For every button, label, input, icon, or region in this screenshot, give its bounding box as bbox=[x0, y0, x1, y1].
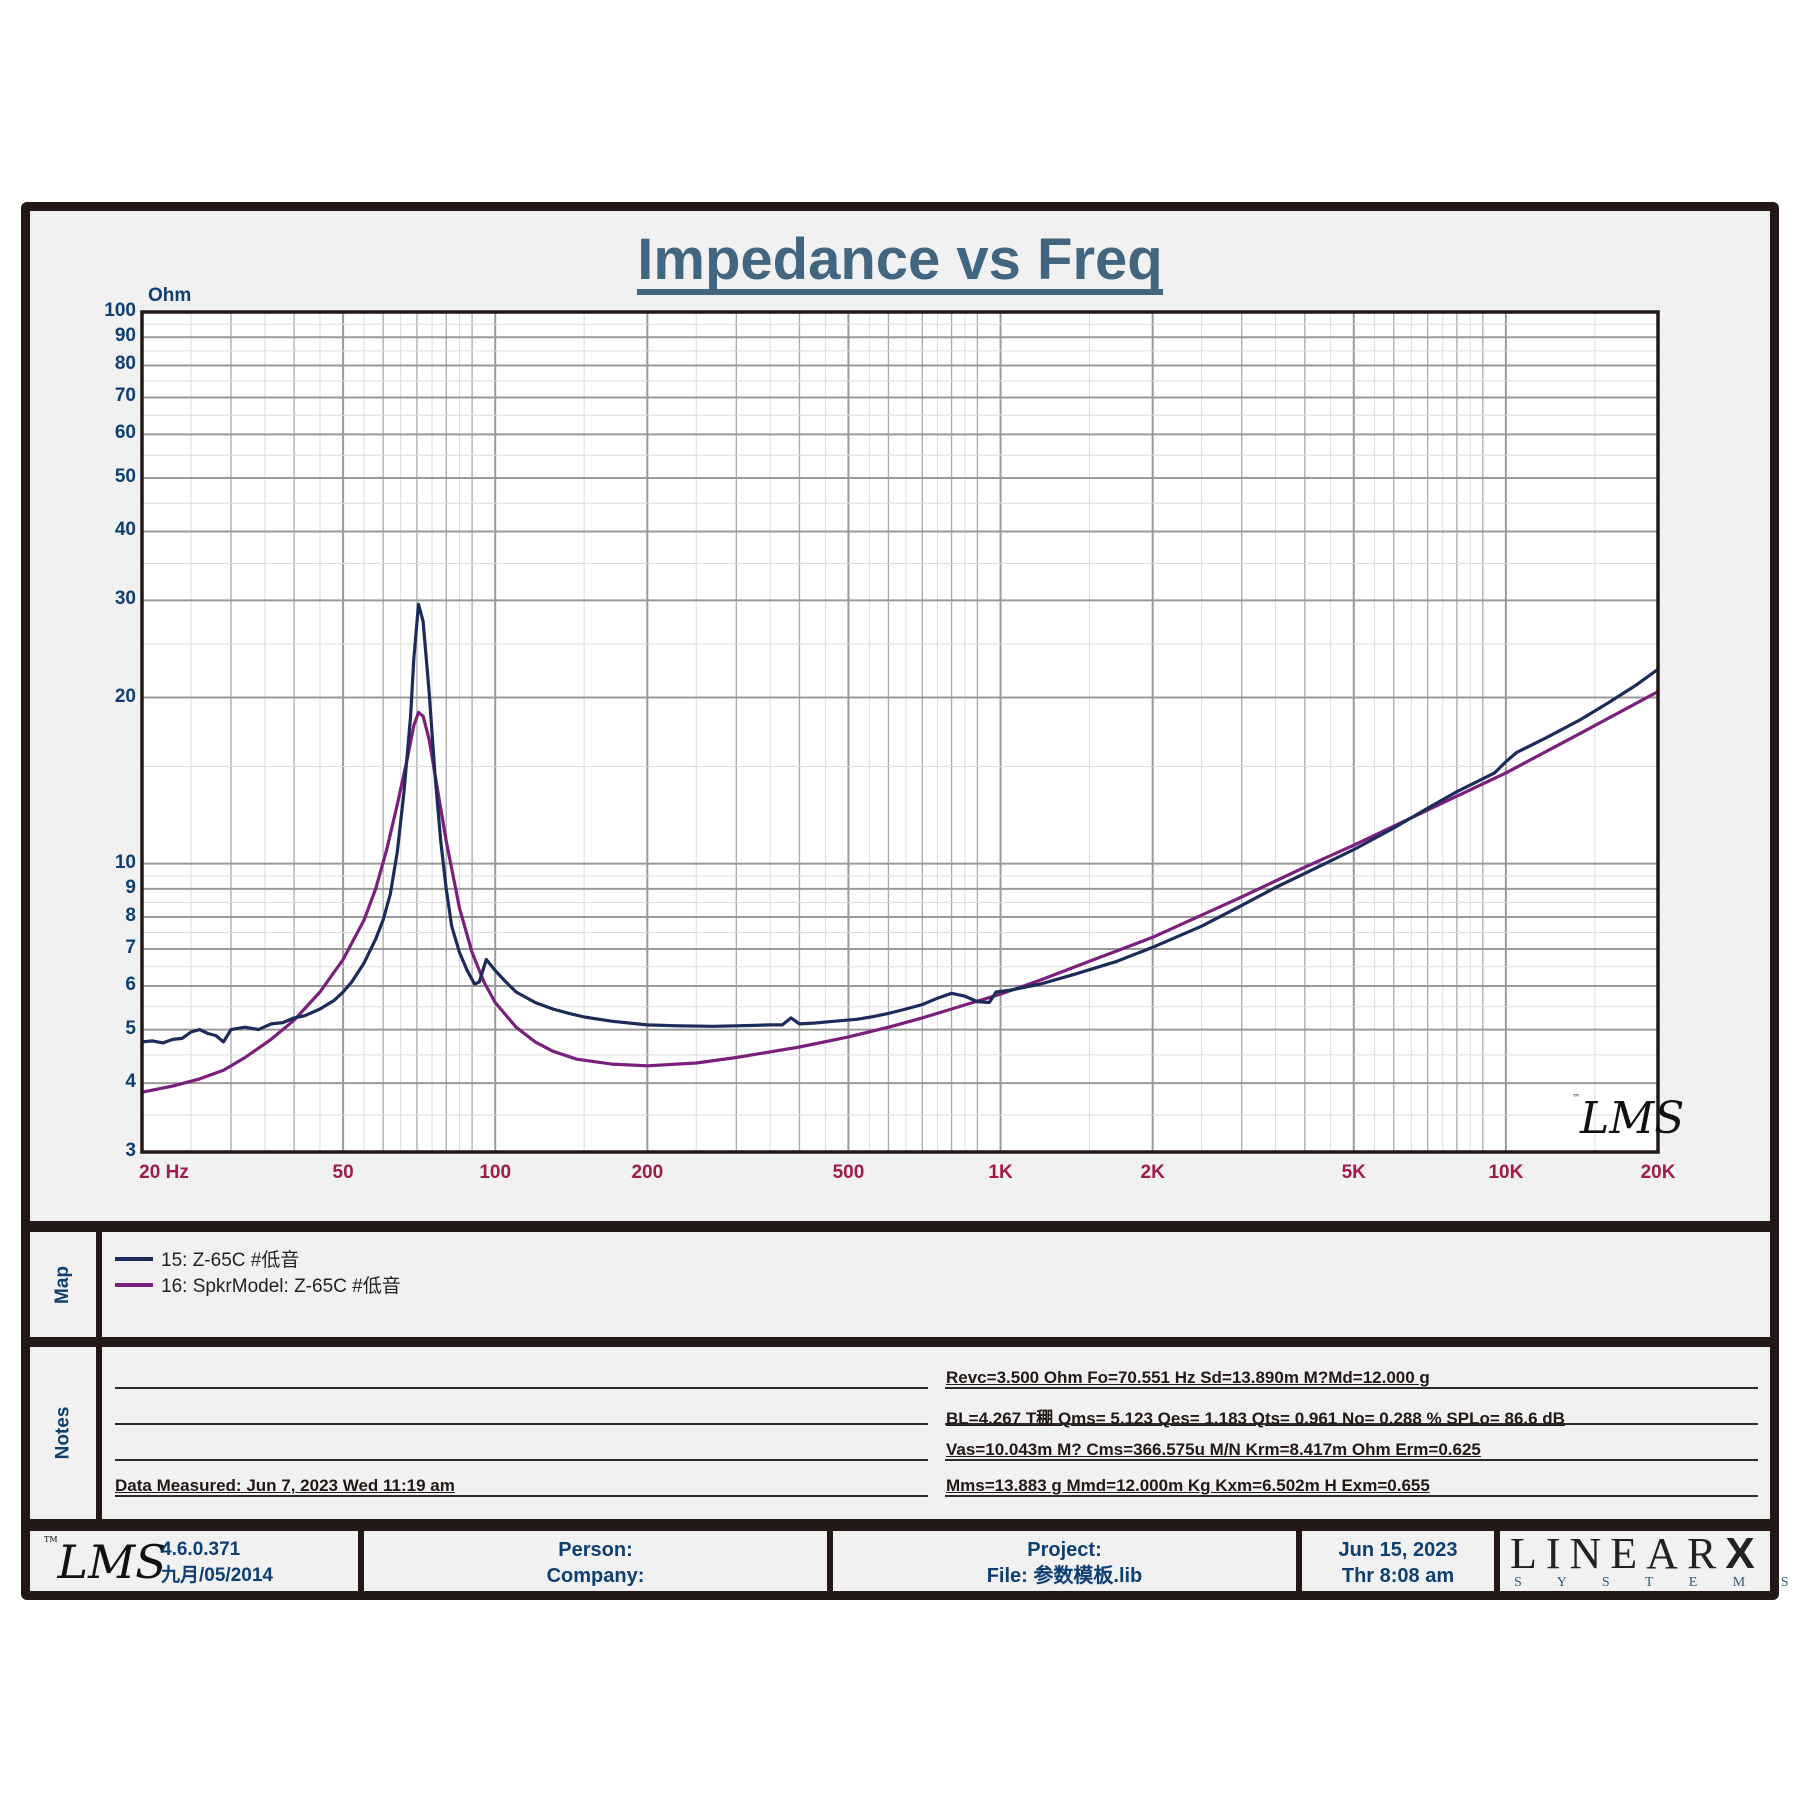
project-label: Project: bbox=[1027, 1539, 1102, 1561]
notes-label-cell bbox=[30, 1347, 96, 1519]
x-tick-label: 1K bbox=[988, 1162, 1013, 1183]
linearx-logo: LINEARX bbox=[1510, 1529, 1755, 1578]
legend-label-measured: 15: Z-65C #低音 bbox=[161, 1250, 300, 1271]
file-label: File: 参数模板.lib bbox=[986, 1565, 1143, 1587]
y-tick-label: 10 bbox=[114, 851, 136, 873]
y-tick-label: 70 bbox=[114, 385, 136, 407]
y-tick-label: 3 bbox=[125, 1140, 136, 1161]
params-bl-q: BL=4.267 T稝 Qms= 5.123 Qes= 1.183 Qts= 0… bbox=[946, 1409, 1565, 1428]
x-tick-label: 20K bbox=[1640, 1162, 1676, 1183]
software-build-date: 九月/05/2014 bbox=[161, 1565, 273, 1586]
footer-brand-cell: LINEARX S Y S T E M S bbox=[1500, 1529, 1788, 1591]
y-tick-label: 7 bbox=[125, 937, 136, 959]
y-tick-label: 100 bbox=[104, 300, 136, 321]
footer-date-cell: Jun 15, 2023 Thr 8:08 am bbox=[1302, 1531, 1494, 1591]
notes-label: Notes bbox=[51, 1406, 73, 1460]
x-tick-label: 50 bbox=[332, 1162, 354, 1183]
y-tick-label: 8 bbox=[125, 905, 136, 927]
x-tick-label: 5K bbox=[1341, 1162, 1366, 1183]
y-tick-label: 60 bbox=[114, 422, 136, 444]
params-revc-fo: Revc=3.500 Ohm Fo=70.551 Hz Sd=13.890m M… bbox=[946, 1368, 1430, 1387]
report-time: Thr 8:08 am bbox=[1341, 1565, 1455, 1587]
y-tick-label: 9 bbox=[125, 876, 136, 898]
legend-label-model: 16: SpkrModel: Z-65C #低音 bbox=[161, 1276, 401, 1297]
note-line-2 bbox=[115, 1423, 928, 1425]
x-tick-label: 100 bbox=[479, 1162, 512, 1183]
report-date: Jun 15, 2023 bbox=[1338, 1539, 1458, 1561]
footer-person-cell: Person: Company: bbox=[364, 1531, 827, 1591]
software-version: 4.6.0.371 bbox=[161, 1539, 241, 1560]
notes-content-cell bbox=[102, 1347, 1770, 1519]
y-tick-label: 50 bbox=[114, 466, 136, 488]
param-line-1 bbox=[945, 1387, 1758, 1389]
x-tick-label: 500 bbox=[832, 1162, 865, 1183]
legend-swatch-measured bbox=[115, 1256, 153, 1261]
param-line-4 bbox=[945, 1495, 1758, 1497]
chart-title: Impedance vs Freq bbox=[0, 226, 1800, 295]
params-vas-cms: Vas=10.043m M? Cms=366.575u M/N Krm=8.41… bbox=[946, 1440, 1481, 1459]
chart-title-text: Impedance vs Freq bbox=[637, 231, 1163, 295]
param-line-3 bbox=[945, 1459, 1758, 1461]
linearx-systems: S Y S T E M S bbox=[1514, 1575, 1800, 1590]
x-tick-label: 200 bbox=[631, 1162, 664, 1183]
y-tick-label: 80 bbox=[114, 353, 136, 375]
y-tick-label: 4 bbox=[125, 1071, 136, 1093]
x-tick-label: 2K bbox=[1140, 1162, 1165, 1183]
param-line-2 bbox=[945, 1423, 1758, 1425]
person-label: Person: bbox=[558, 1539, 633, 1561]
note-line-3 bbox=[115, 1459, 928, 1461]
map-label: Map bbox=[52, 1265, 73, 1304]
map-content-cell bbox=[102, 1232, 1770, 1337]
data-measured-note: Data Measured: Jun 7, 2023 Wed 11:19 am bbox=[115, 1476, 455, 1495]
x-tick-label: 20 Hz bbox=[139, 1162, 189, 1183]
y-tick-label: 90 bbox=[114, 325, 136, 347]
params-mms-mmd: Mms=13.883 g Mmd=12.000m Kg Kxm=6.502m H… bbox=[946, 1476, 1430, 1495]
legend-item-model: 16: SpkrModel: Z-65C #低音 bbox=[115, 1271, 401, 1298]
y-tick-label: 40 bbox=[114, 519, 136, 541]
footer-project-cell: Project: File: 参数模板.lib bbox=[833, 1531, 1296, 1591]
footer-lms-logo: TMLMS bbox=[44, 1535, 167, 1589]
map-label-cell bbox=[30, 1232, 96, 1337]
y-tick-label: 30 bbox=[114, 588, 136, 610]
model-impedance-curve bbox=[141, 690, 1659, 1094]
y-tick-label: 6 bbox=[125, 973, 136, 995]
lms-watermark-logo: ™LMS bbox=[1572, 1093, 1685, 1144]
legend-swatch-model bbox=[115, 1282, 153, 1287]
footer-version-cell: TMLMS 4.6.0.371 九月/05/2014 bbox=[30, 1531, 358, 1591]
y-tick-label: 5 bbox=[125, 1017, 136, 1039]
measured-impedance-curve bbox=[141, 602, 1659, 1045]
note-line-4 bbox=[115, 1495, 928, 1497]
note-line-1 bbox=[115, 1387, 928, 1389]
y-tick-label: 20 bbox=[114, 685, 136, 707]
legend-item-measured: 15: Z-65C #低音 bbox=[115, 1245, 299, 1272]
y-axis-unit: Ohm bbox=[148, 285, 192, 306]
company-label: Company: bbox=[546, 1565, 645, 1587]
x-tick-label: 10K bbox=[1488, 1162, 1524, 1183]
